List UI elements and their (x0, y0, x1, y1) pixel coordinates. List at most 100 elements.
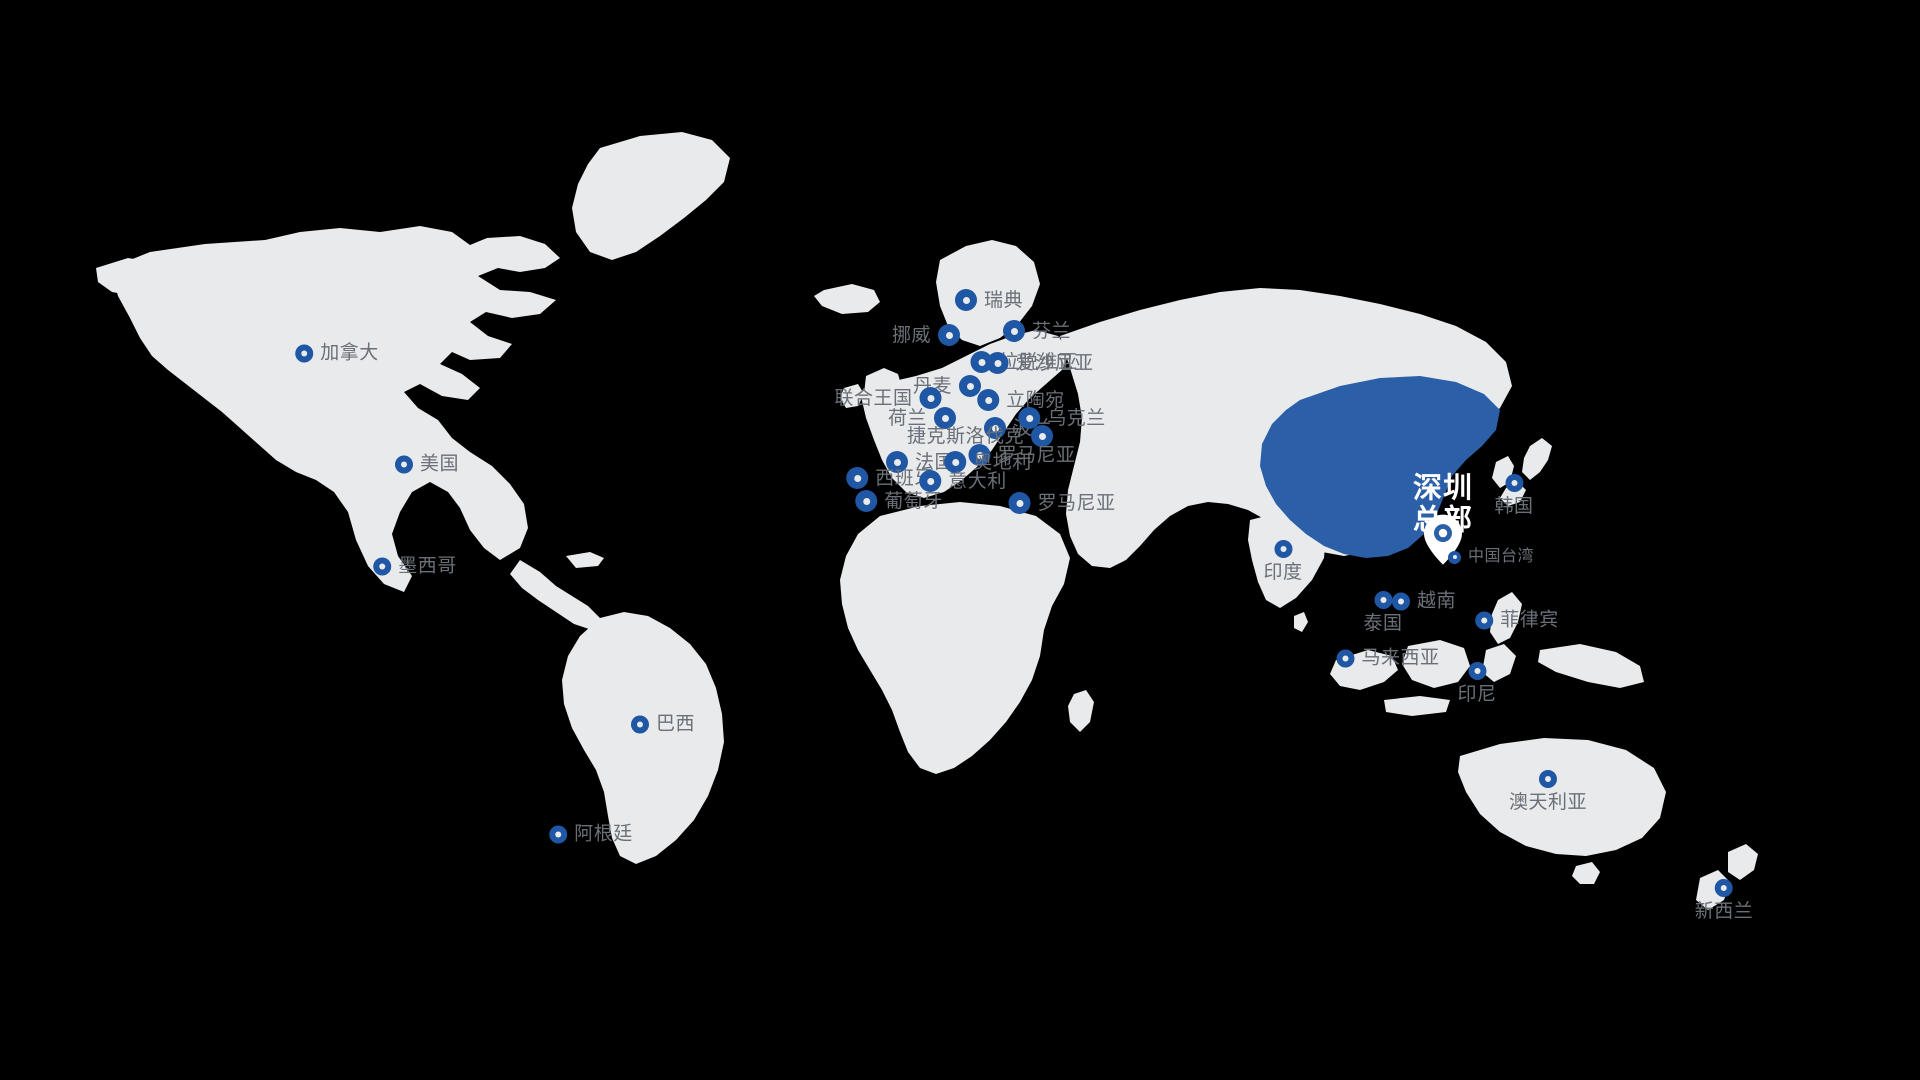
new-guinea (1538, 644, 1644, 688)
location-pin-icon (959, 375, 982, 397)
location-label: 马来西亚 (1361, 647, 1440, 669)
madagascar (1068, 690, 1094, 732)
indonesia-sulawesi (1482, 644, 1516, 682)
location-pin-icon (1504, 474, 1523, 492)
location-pin-icon (846, 467, 869, 489)
location-marker[interactable]: 美国 (394, 455, 459, 474)
shenzhen-headquarters-marker[interactable]: 深圳 总部 (1412, 472, 1474, 565)
location-pin-icon (855, 490, 878, 512)
location-marker[interactable]: 印度 (1263, 540, 1302, 582)
location-label: 墨西哥 (398, 555, 457, 577)
location-marker[interactable]: 韩国 (1494, 474, 1533, 516)
location-marker[interactable]: 法国 (885, 451, 955, 473)
location-pin-icon (919, 470, 942, 492)
location-marker[interactable]: 印尼 (1457, 662, 1496, 704)
highlighted-country-china (1260, 376, 1500, 558)
north-america (110, 226, 560, 592)
headquarters-label-line1: 深圳 (1412, 472, 1474, 505)
location-pin-icon (986, 352, 1009, 374)
location-marker[interactable]: 马来西亚 (1336, 649, 1439, 668)
location-label: 意大利 (948, 470, 1007, 492)
location-marker[interactable]: 墨西哥 (373, 557, 457, 576)
location-pin-icon (885, 451, 908, 473)
location-marker[interactable]: 越南 (1391, 590, 1457, 612)
location-marker[interactable]: 立陶宛 (977, 389, 1065, 411)
location-marker[interactable]: 中国台湾 (1447, 548, 1535, 565)
location-pin-icon (1018, 407, 1041, 429)
sri-lanka (1294, 612, 1308, 632)
philippines (1490, 592, 1522, 644)
location-marker[interactable]: 奥地利 (944, 451, 1032, 473)
location-marker[interactable]: 芬兰 (1002, 320, 1072, 342)
location-pin-icon (373, 557, 392, 575)
location-pin-icon (1273, 540, 1292, 558)
location-label: 澳天利亚 (1508, 792, 1588, 813)
location-pin-icon (295, 344, 314, 362)
location-marker[interactable]: 新西兰 (1695, 879, 1754, 921)
china-shape (1260, 376, 1500, 558)
location-label: 菲律宾 (1500, 609, 1559, 631)
location-marker[interactable]: 捷克斯洛伐克 (906, 425, 1054, 447)
japan (1522, 438, 1552, 480)
location-label: 越南 (1416, 590, 1457, 612)
location-label: 巴西 (655, 713, 696, 735)
location-pin-icon (977, 389, 1000, 411)
location-marker[interactable]: 澳天利亚 (1509, 770, 1587, 812)
location-marker[interactable]: 葡萄牙 (855, 490, 943, 512)
australia (1458, 738, 1666, 856)
location-label: 芬兰 (1031, 320, 1072, 342)
location-label: 中国台湾 (1467, 548, 1535, 565)
location-label: 泰国 (1363, 613, 1403, 634)
location-marker[interactable]: 阿根廷 (549, 825, 633, 844)
location-label: 挪威 (891, 324, 932, 346)
greenland (572, 132, 730, 260)
location-label: 乌克兰 (1047, 407, 1106, 429)
location-pin-icon (1008, 492, 1031, 514)
location-pin-icon (394, 455, 413, 473)
location-marker[interactable]: 巴西 (630, 713, 696, 735)
location-pin-icon (1031, 425, 1054, 447)
location-label: 荷兰 (887, 407, 928, 429)
location-pin-icon (919, 387, 942, 409)
location-label: 捷克斯洛伐克 (906, 425, 1025, 447)
location-marker[interactable]: 泰国 (1363, 591, 1402, 633)
location-pin-icon (1467, 662, 1486, 680)
location-label: 新西兰 (1694, 901, 1754, 922)
south-america (562, 612, 724, 864)
british-isles (864, 368, 902, 414)
location-pin-icon (1373, 591, 1392, 609)
new-zealand-north (1728, 844, 1758, 880)
location-pin-icon (1538, 770, 1557, 788)
alaska (96, 258, 170, 296)
location-pin-icon (630, 715, 649, 733)
caribbean-islands (566, 552, 604, 568)
location-pin-icon (954, 289, 977, 311)
location-label: 拉脱维亚 (999, 351, 1078, 373)
location-label: 瑞典 (983, 289, 1024, 311)
location-marker[interactable]: 瑞典 (954, 289, 1024, 311)
location-label: 印度 (1263, 562, 1303, 583)
location-pin-icon (968, 444, 991, 466)
location-label: 立陶宛 (1006, 389, 1065, 411)
location-label: 韩国 (1494, 496, 1534, 517)
location-marker[interactable]: 意大利 (919, 470, 1007, 492)
location-marker[interactable]: 菲律宾 (1475, 611, 1559, 630)
tasmania (1572, 862, 1600, 884)
location-label: 罗马尼亚 (1037, 492, 1116, 514)
location-pin-icon (1714, 879, 1733, 897)
location-marker[interactable]: 加拿大 (295, 344, 379, 363)
location-label: 法国 (914, 451, 955, 473)
location-marker[interactable]: 爱沙尼亚 (986, 352, 1093, 374)
location-marker[interactable]: 挪威 (891, 324, 961, 346)
location-marker[interactable]: 乌克兰 (1018, 407, 1106, 429)
location-marker[interactable]: 罗马尼亚 (1008, 492, 1115, 514)
location-label: 罗马尼亚 (997, 444, 1076, 466)
location-marker[interactable]: 罗马尼亚 (968, 444, 1075, 466)
iceland (814, 284, 880, 314)
location-marker[interactable]: 荷兰 (887, 407, 957, 429)
location-pin-icon (983, 417, 1006, 439)
location-pin-icon (1002, 320, 1025, 342)
location-marker[interactable]: 联合王国 (834, 387, 942, 409)
